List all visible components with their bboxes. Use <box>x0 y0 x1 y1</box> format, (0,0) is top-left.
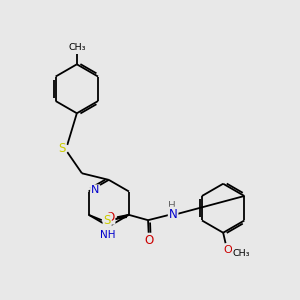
Text: O: O <box>144 234 153 247</box>
Text: CH₃: CH₃ <box>233 248 250 257</box>
Text: H: H <box>168 201 176 211</box>
Text: O: O <box>105 211 115 224</box>
Text: S: S <box>103 214 111 227</box>
Text: O: O <box>223 245 232 255</box>
Text: S: S <box>58 142 66 155</box>
Text: CH₃: CH₃ <box>68 44 86 52</box>
Text: N: N <box>91 185 99 195</box>
Text: N: N <box>169 208 178 221</box>
Text: NH: NH <box>100 230 116 240</box>
